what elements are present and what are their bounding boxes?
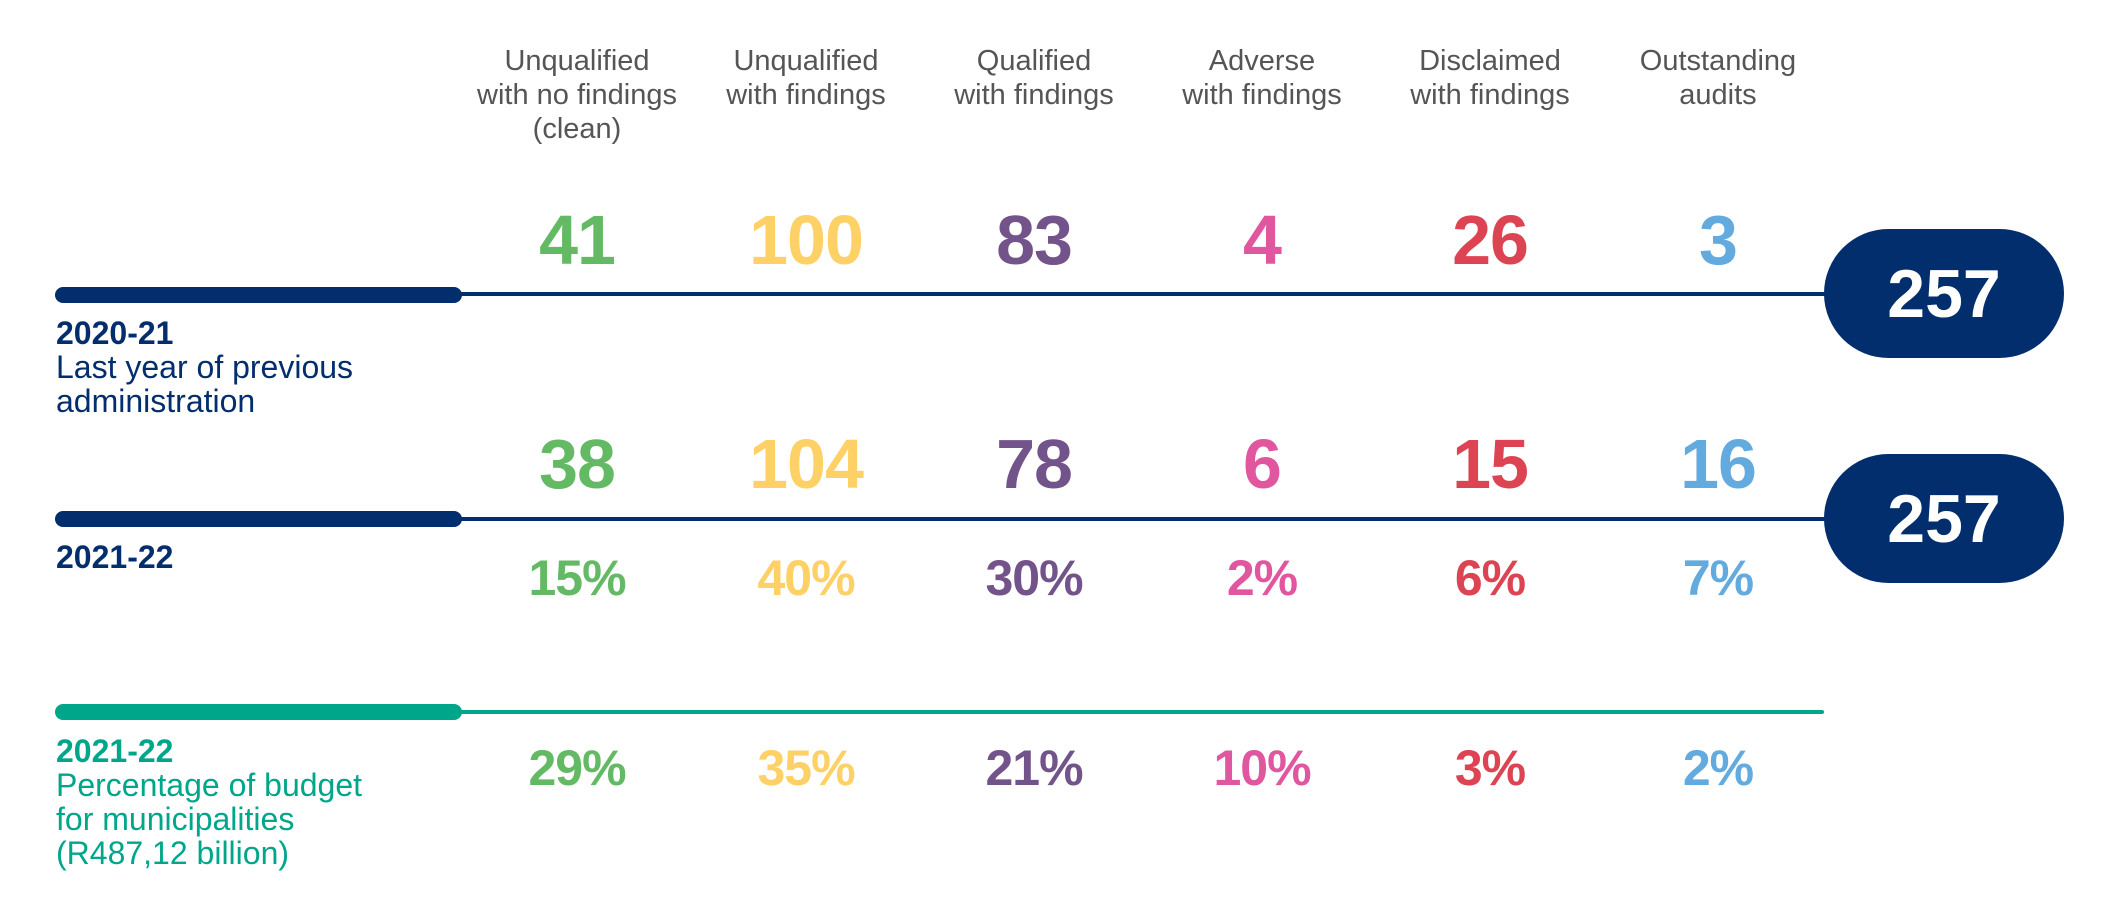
budget-percent-qualified: 21% (985, 740, 1083, 796)
column-header-outstanding: Outstanding audits (1639, 45, 1797, 111)
row-label-2021-22: 2021-22 (56, 540, 173, 574)
value-adverse: 4 (1243, 201, 1282, 279)
row-bar-thick (55, 704, 462, 720)
column-header-clean: Unqualified with no findings (clean) (477, 45, 677, 145)
value-adverse: 6 (1243, 425, 1282, 503)
value-disclaimed: 26 (1452, 201, 1529, 279)
value-qualified: 78 (996, 425, 1073, 503)
value-outstanding: 16 (1680, 425, 1757, 503)
column-header-disclaimed: Disclaimed with findings (1410, 45, 1570, 111)
percent-adverse: 2% (1226, 550, 1298, 606)
row-line (455, 517, 1830, 521)
row-bar-thick (55, 287, 462, 303)
percent-unqualified: 40% (757, 550, 855, 606)
value-clean: 41 (539, 201, 616, 279)
budget-percent-outstanding: 2% (1682, 740, 1754, 796)
row-bar-thick (55, 511, 462, 527)
percent-outstanding: 7% (1682, 550, 1754, 606)
value-outstanding: 3 (1699, 201, 1738, 279)
budget-percent-adverse: 10% (1213, 740, 1311, 796)
percent-qualified: 30% (985, 550, 1083, 606)
budget-percent-clean: 29% (528, 740, 626, 796)
value-qualified: 83 (996, 201, 1073, 279)
column-header-qualified: Qualified with findings (954, 45, 1114, 111)
row-label-2020-21: 2020-21 Last year of previous administra… (56, 315, 354, 419)
value-clean: 38 (539, 425, 616, 503)
value-unqualified: 100 (749, 201, 864, 279)
percent-clean: 15% (528, 550, 626, 606)
value-disclaimed: 15 (1452, 425, 1529, 503)
budget-percent-disclaimed: 3% (1454, 740, 1526, 796)
row-line (455, 710, 1824, 714)
column-header-unqualified-with-findings: Unqualified with findings (726, 45, 886, 111)
percent-disclaimed: 6% (1454, 550, 1526, 606)
row-year: 2021-22 (56, 733, 174, 769)
row-line (455, 292, 1830, 296)
budget-percent-unqualified: 35% (757, 740, 855, 796)
row-label-budget: 2021-22 Percentage of budget for municip… (56, 733, 363, 871)
row-year: 2021-22 (56, 539, 174, 575)
total-badge: 257 (1824, 454, 2064, 583)
row-year: 2020-21 (56, 315, 174, 351)
column-header-adverse: Adverse with findings (1182, 45, 1342, 111)
value-unqualified: 104 (749, 425, 864, 503)
total-badge: 257 (1824, 229, 2064, 358)
